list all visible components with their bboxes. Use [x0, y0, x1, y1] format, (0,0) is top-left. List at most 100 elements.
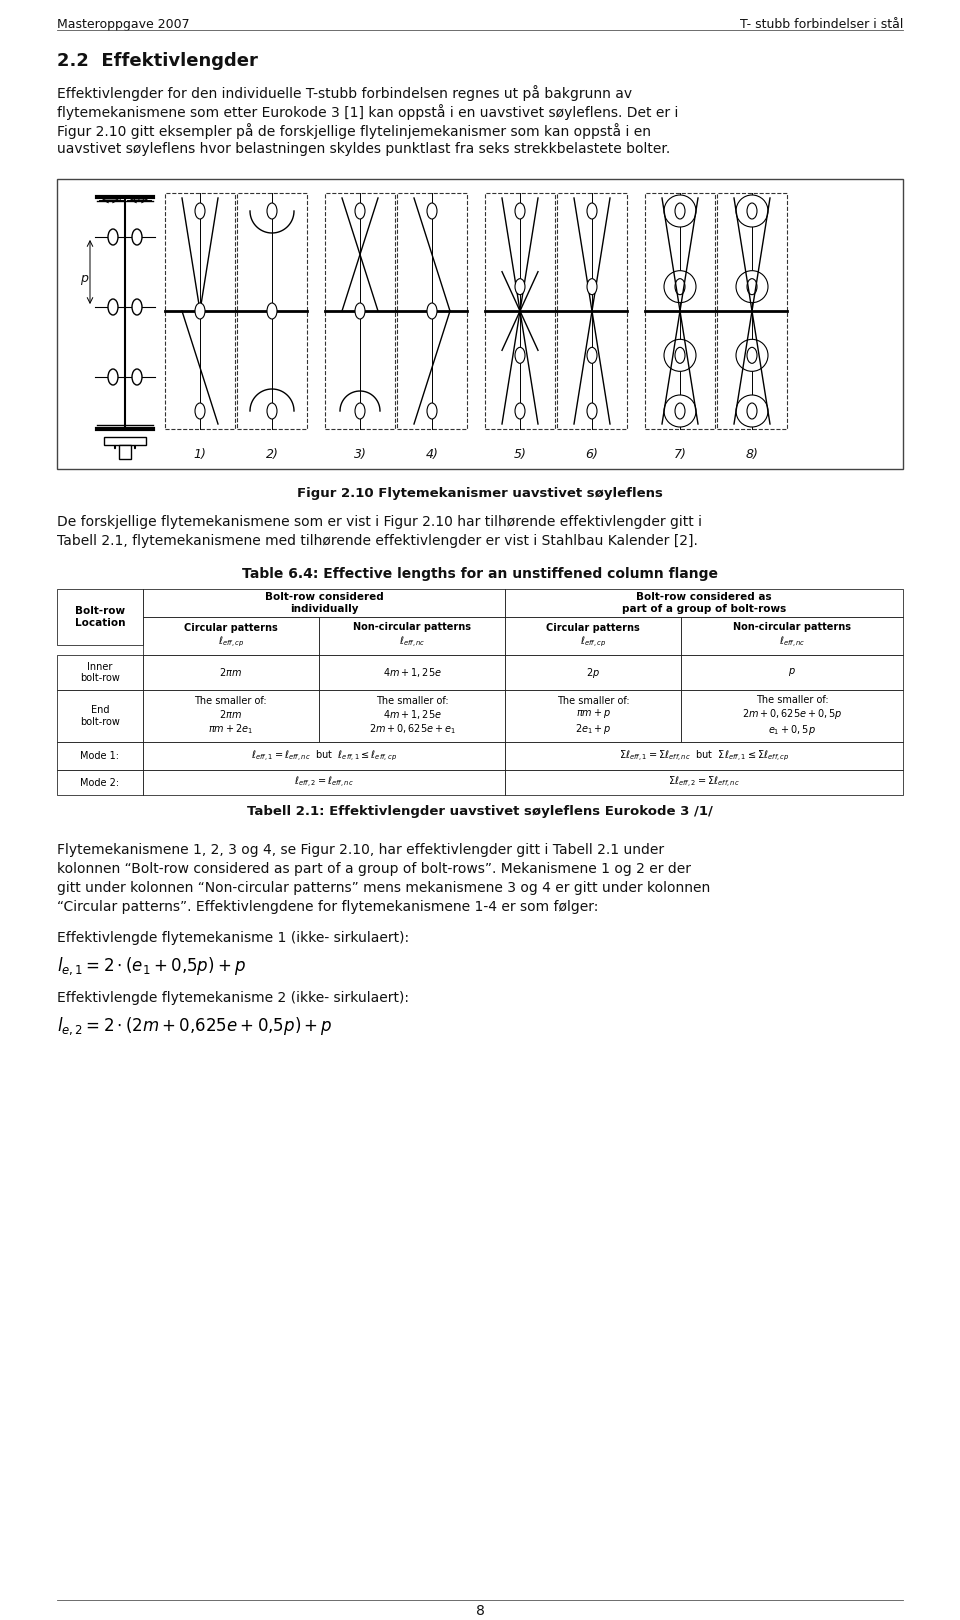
Ellipse shape: [587, 202, 597, 219]
Text: 2): 2): [266, 449, 278, 462]
Text: p: p: [80, 272, 88, 285]
Text: Masteroppgave 2007: Masteroppgave 2007: [57, 18, 190, 31]
Text: Effektivlengder for den individuelle T-stubb forbindelsen regnes ut på bakgrunn : Effektivlengder for den individuelle T-s…: [57, 84, 632, 100]
Text: $2\pi m$: $2\pi m$: [219, 666, 242, 679]
Bar: [143, 617, 319, 654]
Bar: [717, 193, 787, 429]
Ellipse shape: [587, 403, 597, 420]
Text: $\ell_{eff,2} = \ell_{eff,nc}$: $\ell_{eff,2} = \ell_{eff,nc}$: [294, 774, 354, 791]
Bar: [485, 193, 555, 429]
Ellipse shape: [108, 228, 118, 245]
Text: Effektivlengde flytemekanisme 2 (ikke- sirkulaert):: Effektivlengde flytemekanisme 2 (ikke- s…: [57, 991, 409, 1004]
Text: Tabell 2.1: Effektivlengder uavstivet søyleflens Eurokode 3 /1/: Tabell 2.1: Effektivlengder uavstivet sø…: [247, 805, 713, 818]
Ellipse shape: [427, 202, 437, 219]
Bar: [57, 742, 143, 770]
Text: uavstivet søyleflens hvor belastningen skyldes punktlast fra seks strekkbelastet: uavstivet søyleflens hvor belastningen s…: [57, 143, 670, 156]
Bar: [143, 770, 505, 795]
Bar: [143, 590, 505, 617]
Text: Effektivlengde flytemekanisme 1 (ikke- sirkulaert):: Effektivlengde flytemekanisme 1 (ikke- s…: [57, 931, 409, 944]
Text: 1): 1): [194, 449, 206, 462]
Text: $4m + 1,25e$: $4m + 1,25e$: [383, 666, 442, 679]
Bar: [143, 654, 319, 690]
Ellipse shape: [664, 395, 696, 428]
Text: $p$: $p$: [788, 666, 796, 679]
Text: The smaller of:
$2m + 0,625e + 0,5p$
$e_1 + 0,5p$: The smaller of: $2m + 0,625e + 0,5p$ $e_…: [742, 695, 843, 737]
Text: 6): 6): [586, 449, 598, 462]
Text: $l_{e,2} = 2 \cdot (2m + 0{,}625e + 0{,}5p) + p$: $l_{e,2} = 2 \cdot (2m + 0{,}625e + 0{,}…: [57, 1016, 333, 1037]
Bar: [645, 193, 715, 429]
Text: Figur 2.10 gitt eksempler på de forskjellige flytelinjemekanismer som kan oppstå: Figur 2.10 gitt eksempler på de forskjel…: [57, 123, 651, 139]
Ellipse shape: [587, 279, 597, 295]
Bar: [119, 446, 131, 458]
Ellipse shape: [132, 228, 142, 245]
Text: Circular patterns
$\ell_{eff,cp}$: Circular patterns $\ell_{eff,cp}$: [546, 622, 640, 650]
Bar: [505, 590, 903, 617]
Ellipse shape: [515, 403, 525, 420]
Text: De forskjellige flytemekanismene som er vist i Figur 2.10 har tilhørende effekti: De forskjellige flytemekanismene som er …: [57, 515, 702, 530]
Ellipse shape: [195, 303, 205, 319]
Ellipse shape: [355, 303, 365, 319]
Ellipse shape: [515, 279, 525, 295]
Text: The smaller of:
$\pi m + p$
$2e_1 + p$: The smaller of: $\pi m + p$ $2e_1 + p$: [557, 695, 630, 737]
Text: 4): 4): [425, 449, 439, 462]
Text: $\Sigma\ell_{eff,1} = \Sigma\ell_{eff,nc}$  but  $\Sigma\ell_{eff,1} \leq \Sigma: $\Sigma\ell_{eff,1} = \Sigma\ell_{eff,nc…: [619, 748, 789, 763]
Text: e: e: [118, 193, 126, 206]
Ellipse shape: [747, 279, 757, 295]
Ellipse shape: [267, 403, 277, 420]
Text: 3): 3): [353, 449, 367, 462]
Ellipse shape: [747, 403, 757, 420]
Ellipse shape: [515, 347, 525, 363]
Text: $\Sigma\ell_{eff,2} = \Sigma\ell_{eff,nc}$: $\Sigma\ell_{eff,2} = \Sigma\ell_{eff,nc…: [668, 774, 740, 791]
Text: Tabell 2.1, flytemekanismene med tilhørende effektivlengder er vist i Stahlbau K: Tabell 2.1, flytemekanismene med tilhøre…: [57, 535, 698, 548]
Bar: [319, 654, 505, 690]
Ellipse shape: [675, 279, 685, 295]
Text: “Circular patterns”. Effektivlengdene for flytemekanismene 1-4 er som følger:: “Circular patterns”. Effektivlengdene fo…: [57, 901, 598, 914]
Ellipse shape: [664, 194, 696, 227]
Bar: [57, 590, 143, 645]
Text: Non-circular patterns
$\ell_{eff,nc}$: Non-circular patterns $\ell_{eff,nc}$: [733, 622, 852, 650]
Ellipse shape: [736, 339, 768, 371]
Ellipse shape: [675, 347, 685, 363]
Ellipse shape: [108, 300, 118, 314]
Text: Mode 2:: Mode 2:: [81, 778, 119, 787]
Text: Inner
bolt-row: Inner bolt-row: [80, 661, 120, 684]
Ellipse shape: [132, 300, 142, 314]
Text: Bolt-row
Location: Bolt-row Location: [75, 606, 125, 629]
Bar: [319, 617, 505, 654]
Bar: [505, 742, 903, 770]
Bar: [57, 690, 143, 742]
Text: The smaller of:
$4m + 1,25e$
$2m + 0,625e + e_1$: The smaller of: $4m + 1,25e$ $2m + 0,625…: [369, 695, 455, 737]
Bar: [57, 178, 903, 470]
Text: T- stubb forbindelser i stål: T- stubb forbindelser i stål: [739, 18, 903, 31]
Text: Bolt-row considered
individually: Bolt-row considered individually: [265, 593, 383, 614]
Bar: [57, 654, 143, 690]
Text: gitt under kolonnen “Non-circular patterns” mens mekanismene 3 og 4 er gitt unde: gitt under kolonnen “Non-circular patter…: [57, 881, 710, 894]
Bar: [57, 770, 143, 795]
Text: flytemekanismene som etter Eurokode 3 [1] kan oppstå i en uavstivet søyleflens. : flytemekanismene som etter Eurokode 3 [1…: [57, 104, 679, 120]
Ellipse shape: [664, 271, 696, 303]
Text: 7): 7): [674, 449, 686, 462]
Bar: [682, 690, 903, 742]
Bar: [557, 193, 627, 429]
Text: Table 6.4: Effective lengths for an unstiffened column flange: Table 6.4: Effective lengths for an unst…: [242, 567, 718, 582]
Ellipse shape: [736, 271, 768, 303]
Bar: [397, 193, 467, 429]
Bar: [505, 654, 682, 690]
Ellipse shape: [587, 347, 597, 363]
Ellipse shape: [267, 303, 277, 319]
Ellipse shape: [132, 369, 142, 386]
Text: $l_{e,1} = 2 \cdot (e_1 + 0{,}5p) + p$: $l_{e,1} = 2 \cdot (e_1 + 0{,}5p) + p$: [57, 956, 246, 977]
Bar: [682, 617, 903, 654]
Text: 8: 8: [475, 1604, 485, 1618]
Ellipse shape: [355, 202, 365, 219]
Ellipse shape: [736, 194, 768, 227]
Bar: [143, 690, 319, 742]
Bar: [237, 193, 307, 429]
Ellipse shape: [267, 202, 277, 219]
Ellipse shape: [427, 303, 437, 319]
Bar: [319, 690, 505, 742]
Ellipse shape: [675, 403, 685, 420]
Ellipse shape: [664, 339, 696, 371]
Bar: [143, 742, 505, 770]
Text: Flytemekanismene 1, 2, 3 og 4, se Figur 2.10, har effektivlengder gitt i Tabell : Flytemekanismene 1, 2, 3 og 4, se Figur …: [57, 842, 664, 857]
